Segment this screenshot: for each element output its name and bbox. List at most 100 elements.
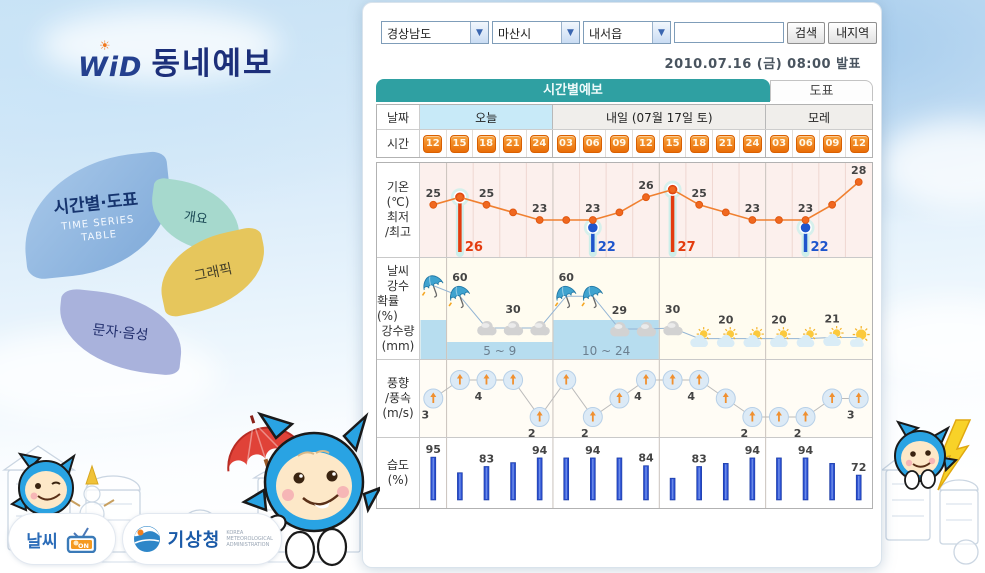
hour-badge: 18 — [689, 134, 709, 153]
temperature-row-label: 기온 (℃) 최저/최고 — [377, 163, 420, 257]
svg-text:29: 29 — [612, 304, 627, 317]
hour-badge: 18 — [476, 134, 496, 153]
kma-logo[interactable]: 기상청 KOREA METEOROLOGICAL ADMINISTRATION — [122, 513, 282, 565]
town-select[interactable]: 내서읍 ▼ — [583, 21, 671, 44]
hour-cell: 09 — [605, 130, 632, 157]
weather-row-label: 날씨 강수 확률(%) 강수량 (mm) — [377, 258, 420, 359]
day-header-2: 모레 — [765, 105, 872, 129]
svg-text:22: 22 — [810, 240, 828, 255]
sun-icon: ☀ — [99, 39, 112, 54]
forecast-panel: 경상남도 ▼ 마산시 ▼ 내서읍 ▼ 검색 내지역 2010.07.16 (금)… — [362, 2, 882, 568]
svg-text:20: 20 — [718, 314, 734, 327]
hour-badge: 09 — [822, 134, 842, 153]
menu-main-sublabel: TIME SERIES TABLE — [60, 213, 135, 244]
province-select[interactable]: 경상남도 ▼ — [381, 21, 489, 44]
hour-cell: 09 — [818, 130, 846, 157]
svg-text:23: 23 — [532, 202, 547, 215]
hour-cell: 03 — [765, 130, 792, 157]
hour-cell: 21 — [712, 130, 739, 157]
hour-cell: 24 — [525, 130, 553, 157]
keyword-input[interactable] — [674, 22, 784, 43]
menu-graphic-label: 그래픽 — [192, 261, 234, 285]
day-header-0: 오늘 — [420, 105, 553, 129]
hour-badge: 21 — [716, 134, 736, 153]
forecast-chart-grid: 기온 (℃) 최저/최고 26 22 27 22 25 25 23 23 26 25 23 23 28 날씨… — [376, 162, 873, 509]
hour-badge: 12 — [636, 134, 656, 153]
tab-bar: 시간별예보 도표 — [376, 79, 873, 102]
hour-cell: 18 — [472, 130, 499, 157]
hour-badge: 21 — [503, 134, 523, 153]
hour-badge: 12 — [849, 134, 869, 153]
svg-text:94: 94 — [532, 444, 548, 457]
svg-text:94: 94 — [798, 444, 814, 457]
hour-cell: 21 — [498, 130, 526, 157]
svg-text:2: 2 — [741, 427, 749, 437]
hour-badge: 24 — [743, 134, 762, 153]
wind-chart: 3 4 2 2 4 4 2 2 3 — [421, 360, 869, 437]
menu-item-time-series-table[interactable]: 시간별·도표 TIME SERIES TABLE — [16, 150, 178, 281]
menu-voice-label: 문자·음성 — [91, 322, 150, 344]
wind-row-label: 풍향/풍속 (m/s) — [377, 360, 420, 437]
hour-cell: 03 — [552, 130, 579, 157]
my-area-button[interactable]: 내지역 — [828, 21, 878, 44]
svg-text:26: 26 — [638, 179, 654, 192]
date-row-label: 날짜 — [377, 105, 420, 129]
svg-text:60: 60 — [452, 271, 468, 284]
svg-text:21: 21 — [824, 313, 839, 326]
svg-text:84: 84 — [638, 452, 654, 465]
hour-badge: 15 — [663, 134, 683, 153]
kma-name: 기상청 — [167, 530, 221, 551]
svg-text:20: 20 — [771, 314, 787, 327]
hour-cell: 15 — [445, 130, 473, 157]
forecast-header-grid: 날짜 오늘 내일 (07월 17일 토) 모레 시간 12 15 18 21 24 03 06 0… — [376, 104, 873, 158]
cloud-decoration — [40, 10, 280, 80]
humidity-row-label: 습도 (%) — [377, 438, 420, 508]
weather-precip-chart: 5 ~ 9 10 ~ 24 60 30 60 29 30 20 20 21 — [420, 258, 871, 359]
weather-on-text: 날씨 — [26, 531, 58, 552]
svg-text:2: 2 — [528, 427, 536, 437]
hour-cell: 12 — [420, 130, 446, 157]
hour-badge: 03 — [556, 134, 576, 153]
province-value: 경상남도 — [387, 27, 432, 41]
svg-text:4: 4 — [475, 390, 483, 403]
city-select[interactable]: 마산시 ▼ — [492, 21, 580, 44]
svg-text:25: 25 — [426, 187, 441, 200]
hour-cell: 15 — [658, 130, 686, 157]
humidity-row: 습도 (%) 95 83 94 94 84 83 94 94 72 — [377, 437, 872, 508]
svg-text:72: 72 — [851, 461, 866, 474]
tv-icon: ON — [66, 527, 96, 553]
mascot-small-right — [894, 419, 972, 491]
cloud-decoration — [880, 120, 985, 210]
kma-emblem-icon — [133, 526, 160, 552]
svg-text:22: 22 — [598, 240, 616, 255]
svg-text:25: 25 — [692, 187, 707, 200]
hour-badge: 09 — [609, 134, 629, 153]
menu-overview-label: 개요 — [182, 208, 209, 228]
search-button[interactable]: 검색 — [787, 21, 826, 44]
svg-text:83: 83 — [479, 452, 494, 465]
kma-subtext: KOREA METEOROLOGICAL ADMINISTRATION — [226, 530, 273, 548]
svg-text:5 ~ 9: 5 ~ 9 — [483, 344, 516, 358]
svg-text:23: 23 — [798, 202, 813, 215]
hour-badge: 24 — [529, 134, 549, 153]
menu-item-graphic[interactable]: 그래픽 — [151, 225, 275, 319]
hour-cell: 06 — [791, 130, 819, 157]
svg-text:10 ~ 24: 10 ~ 24 — [582, 344, 630, 358]
tab-chart[interactable]: 도표 — [770, 80, 873, 101]
svg-text:30: 30 — [505, 303, 521, 316]
svg-text:3: 3 — [421, 409, 429, 422]
location-controls: 경상남도 ▼ 마산시 ▼ 내서읍 ▼ 검색 내지역 — [381, 21, 878, 44]
mascot-umbrella — [227, 411, 380, 570]
hour-badge: 03 — [769, 134, 789, 153]
hour-cell: 24 — [738, 130, 766, 157]
hour-badge: 06 — [796, 134, 816, 153]
svg-text:30: 30 — [665, 303, 681, 316]
svg-text:ON: ON — [78, 542, 89, 550]
city-value: 마산시 — [498, 27, 532, 41]
weather-on-logo[interactable]: 날씨 ON — [8, 513, 116, 565]
hour-cell: 06 — [578, 130, 606, 157]
tab-hourly-forecast[interactable]: 시간별예보 — [376, 79, 770, 102]
svg-text:95: 95 — [426, 443, 441, 456]
svg-text:60: 60 — [559, 271, 575, 284]
